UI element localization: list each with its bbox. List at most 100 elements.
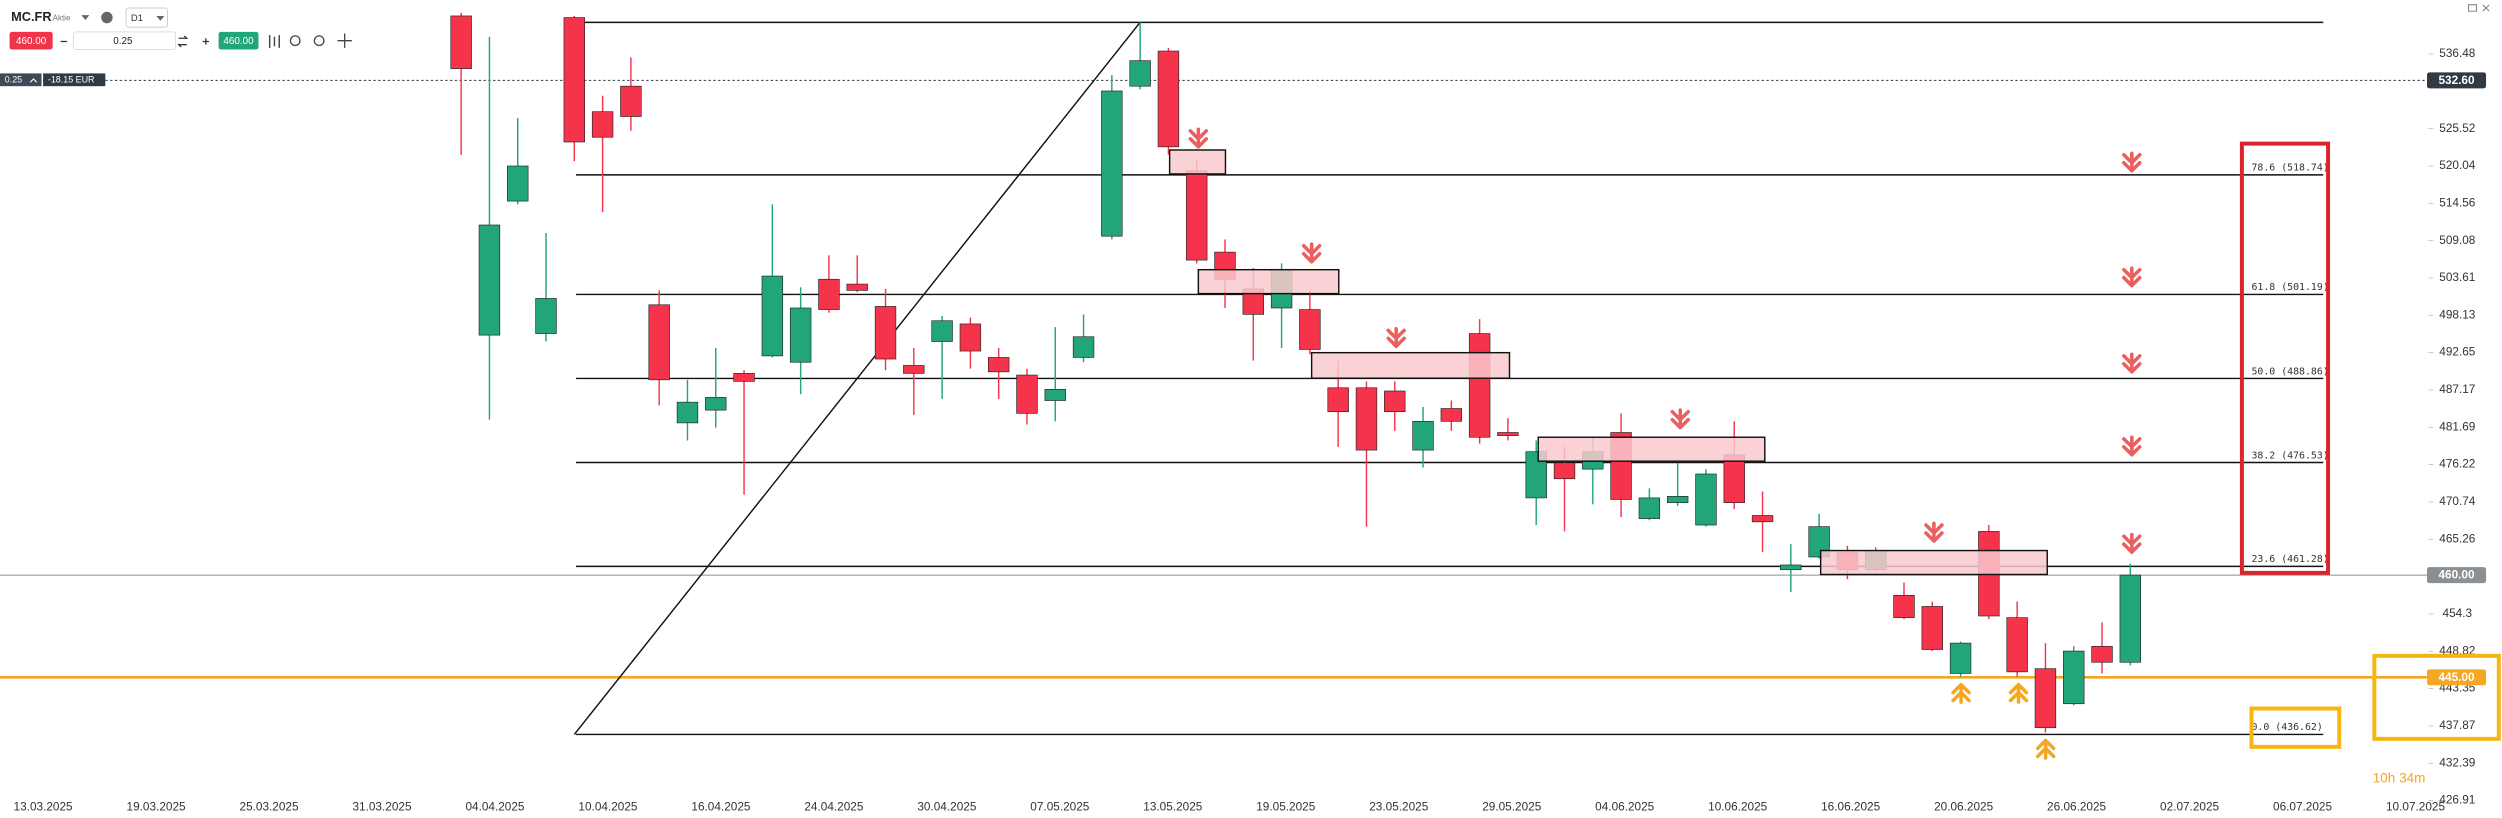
y-tick-label: 470.74 (2439, 494, 2476, 508)
candle-body (478, 224, 501, 336)
candle-body (450, 15, 472, 69)
window-icon[interactable] (2468, 4, 2477, 12)
candle-body (1780, 564, 1802, 571)
x-tick-label: 23.05.2025 (1369, 800, 1428, 814)
buy-price: 460.00 (223, 36, 254, 47)
candle-body (1072, 336, 1095, 358)
candle-body (1412, 420, 1434, 451)
fib-label: 38.2 (476.53) (2251, 450, 2328, 461)
x-tick-label: 13.05.2025 (1143, 800, 1202, 814)
x-tick-label: 20.06.2025 (1934, 800, 1993, 814)
zone (1197, 268, 1340, 295)
timeframe: D1 (131, 13, 143, 24)
candle-body (1355, 387, 1378, 451)
candle-body (1044, 389, 1066, 401)
price-label: 532.60 (2438, 73, 2475, 87)
plot-area: 536.48 525.52 520.04 514.56 509.08 503.61 498.… (0, 12, 2487, 814)
timer: 10h 34m (2373, 770, 2426, 785)
price-label-box (2427, 72, 2487, 89)
y-tick-label: 426.91 (2439, 793, 2475, 807)
x-tick-label: 26.06.2025 (2047, 800, 2106, 814)
arrow (1924, 521, 1944, 543)
candle-body (1299, 309, 1321, 350)
candle-body (1949, 642, 1972, 674)
symbol: MC.FR (11, 9, 51, 24)
sell-button[interactable] (9, 31, 53, 50)
fib-trend-line (573, 21, 1141, 735)
y-tick-label: 536.48 (2439, 46, 2476, 60)
chart-type-icon[interactable] (268, 35, 280, 48)
timeframe-select[interactable] (125, 7, 169, 28)
candle-body (1497, 432, 1519, 436)
x-tick-label: 25.03.2025 (240, 800, 299, 814)
candle-body (1666, 496, 1689, 503)
y-tick-label: 514.56 (2439, 195, 2476, 209)
candle-body (2006, 617, 2028, 673)
fib-label: 78.6 (518.74) (2251, 163, 2328, 174)
close-icon[interactable] (2482, 4, 2490, 12)
fib-label: 23.6 (461.28) (2251, 554, 2328, 565)
candle-body (846, 283, 868, 291)
position-pl-box[interactable] (43, 73, 106, 87)
y-tick-label: 492.65 (2439, 345, 2476, 359)
arrow (1951, 682, 1971, 704)
arrow (1301, 242, 1322, 264)
swap-icon[interactable] (177, 35, 189, 48)
price-label-box (2427, 669, 2487, 686)
fib-label: 50.0 (488.86) (2251, 366, 2328, 377)
x-tick-label: 13.03.2025 (14, 800, 73, 814)
zone (1537, 436, 1766, 462)
y-tick-label: 509.08 (2439, 233, 2476, 247)
x-tick-label: 10.04.2025 (578, 800, 637, 814)
up-arrows (1951, 682, 2056, 760)
candle-body (1129, 60, 1151, 87)
candle-body (1384, 390, 1406, 413)
candle-body (563, 17, 586, 143)
candle-body (1468, 333, 1491, 438)
x-tick-label: 10.06.2025 (1708, 800, 1767, 814)
asset-type: Aktie (53, 13, 71, 22)
y-tick-label: 498.13 (2439, 307, 2476, 321)
candle-body (2034, 668, 2057, 729)
toolbar: MC.FR Aktie D1 460.00 0.25 460.00 0.25 -… (0, 4, 2490, 87)
candle-body (1186, 170, 1208, 261)
y-tick-label: 465.26 (2439, 531, 2476, 545)
dropdown-icon[interactable] (81, 15, 90, 20)
crosshair-icon[interactable] (337, 33, 352, 48)
x-tick-label: 29.05.2025 (1482, 800, 1541, 814)
candle-body (705, 397, 727, 411)
x-tick-label: 04.06.2025 (1595, 800, 1654, 814)
candle-body (591, 111, 614, 138)
position-size-box[interactable] (0, 73, 42, 87)
caret-icon (29, 78, 38, 83)
candle-body (1157, 50, 1180, 148)
buy-button[interactable] (218, 31, 259, 50)
position-size: 0.25 (5, 74, 22, 84)
zoom-in-icon[interactable] (313, 35, 325, 47)
arrow (2122, 532, 2142, 554)
candle-body (620, 85, 642, 117)
dropdown-icon (156, 15, 165, 21)
sell-price: 460.00 (16, 36, 47, 47)
arrow (2122, 151, 2142, 173)
x-tick-label: 04.04.2025 (465, 800, 524, 814)
y-tick-label: 481.69 (2439, 419, 2475, 433)
zone (1310, 351, 1511, 379)
x-tick-label: 10.07.2025 (2386, 800, 2445, 814)
plus-icon[interactable] (202, 38, 210, 45)
candle-body (874, 306, 897, 360)
candle-body (1016, 374, 1038, 414)
y-tick-label: 476.22 (2439, 457, 2475, 471)
candle-body (648, 304, 670, 381)
y-tick-label: 503.61 (2439, 270, 2475, 284)
arrow (1188, 127, 1209, 149)
x-tick-label: 19.03.2025 (127, 800, 186, 814)
info-icon[interactable] (101, 11, 113, 24)
zoom-out-icon[interactable] (289, 35, 301, 47)
zone (1819, 549, 2048, 576)
candle-body (959, 323, 982, 352)
quantity-input[interactable] (72, 31, 177, 50)
candle-body (987, 357, 1010, 373)
